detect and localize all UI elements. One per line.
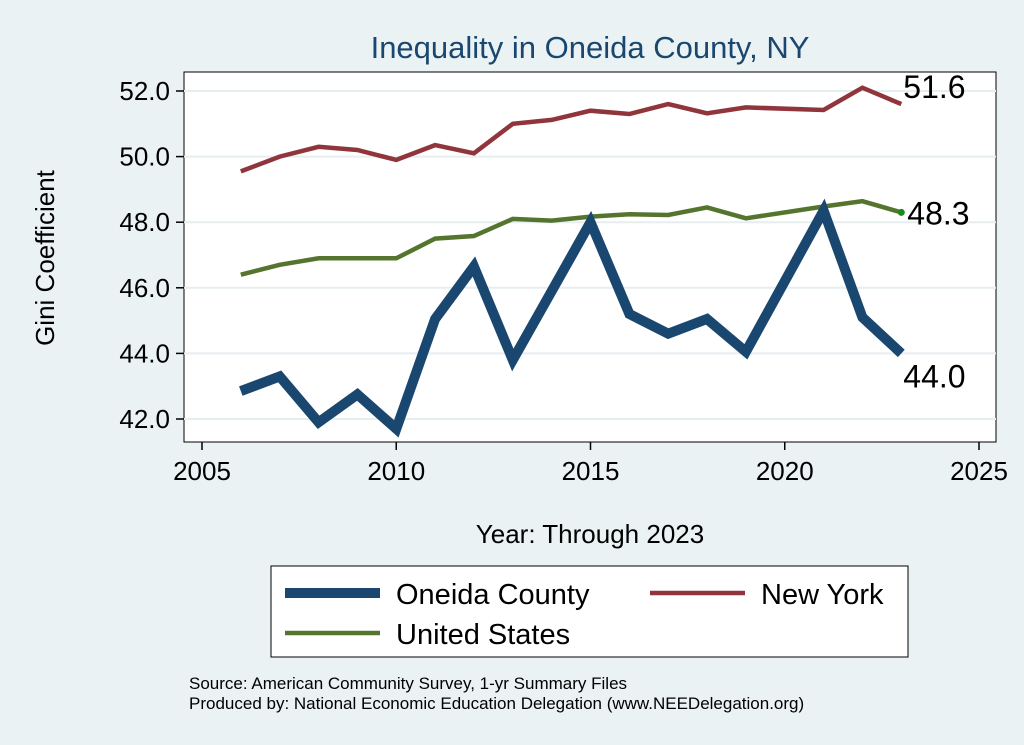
us-end-marker xyxy=(897,208,905,216)
legend: Oneida County New York United States xyxy=(270,565,909,658)
legend-label-oneida-county: Oneida County xyxy=(396,579,590,611)
series-line-oneida-county xyxy=(239,198,905,438)
y-tick-label: 48.0 xyxy=(119,207,170,237)
legend-label-united-states: United States xyxy=(396,619,570,651)
y-tick-label: 52.0 xyxy=(119,76,170,106)
series-line-united-states xyxy=(240,198,902,277)
y-axis-title: Gini Coefficient xyxy=(30,169,60,346)
grid xyxy=(184,90,996,420)
x-tick-label: 2015 xyxy=(562,456,620,486)
y-tick-label: 46.0 xyxy=(119,273,170,303)
series-line-new-york xyxy=(239,85,903,174)
x-tick-label: 2005 xyxy=(173,456,231,486)
legend-box xyxy=(270,565,909,658)
y-tick-label: 44.0 xyxy=(119,338,170,368)
plot-area xyxy=(183,71,997,443)
axes: 42.0 44.0 46.0 48.0 50.0 52.0 2005 2010 2015 2020… xyxy=(119,76,1008,486)
end-labels: 44.0 51.6 48.3 xyxy=(903,69,969,394)
chart-title: Inequality in Oneida County, NY xyxy=(371,30,810,65)
x-axis-title: Year: Through 2023 xyxy=(476,519,704,549)
x-tick-label: 2020 xyxy=(756,456,814,486)
producer-note: Produced by: National Economic Education… xyxy=(189,694,804,713)
series-layer xyxy=(239,85,905,438)
source-note: Source: American Community Survey, 1-yr … xyxy=(189,674,627,693)
legend-label-new-york: New York xyxy=(761,579,884,611)
y-tick-label: 42.0 xyxy=(119,404,170,434)
end-label-new-york: 51.6 xyxy=(903,69,965,105)
y-tick-label: 50.0 xyxy=(119,142,170,172)
x-tick-label: 2010 xyxy=(367,456,425,486)
x-tick-label: 2025 xyxy=(950,456,1008,486)
end-label-oneida-county: 44.0 xyxy=(903,358,965,394)
end-label-united-states: 48.3 xyxy=(907,195,969,231)
